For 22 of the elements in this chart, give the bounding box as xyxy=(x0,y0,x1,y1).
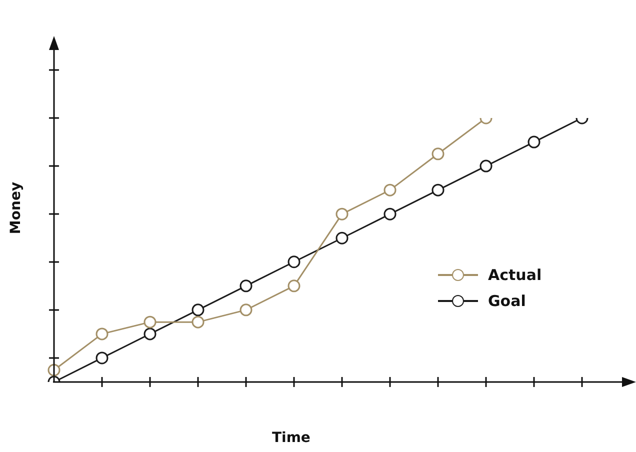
point xyxy=(432,184,444,196)
point xyxy=(480,160,492,172)
point xyxy=(384,184,396,196)
point xyxy=(288,256,300,268)
point xyxy=(192,304,204,316)
point xyxy=(240,280,252,292)
point xyxy=(144,328,156,340)
point xyxy=(240,304,252,316)
point xyxy=(384,208,396,220)
point xyxy=(192,316,204,328)
point xyxy=(336,208,348,220)
point xyxy=(144,316,156,328)
legend-label: Actual xyxy=(488,266,542,284)
legend-label: Goal xyxy=(488,292,526,310)
point xyxy=(288,280,300,292)
y-axis-title: Money xyxy=(8,182,24,234)
point xyxy=(96,352,108,364)
point xyxy=(432,148,444,160)
point xyxy=(96,328,108,340)
point xyxy=(336,232,348,244)
point xyxy=(528,136,540,148)
x-axis-title: Time xyxy=(272,430,310,446)
